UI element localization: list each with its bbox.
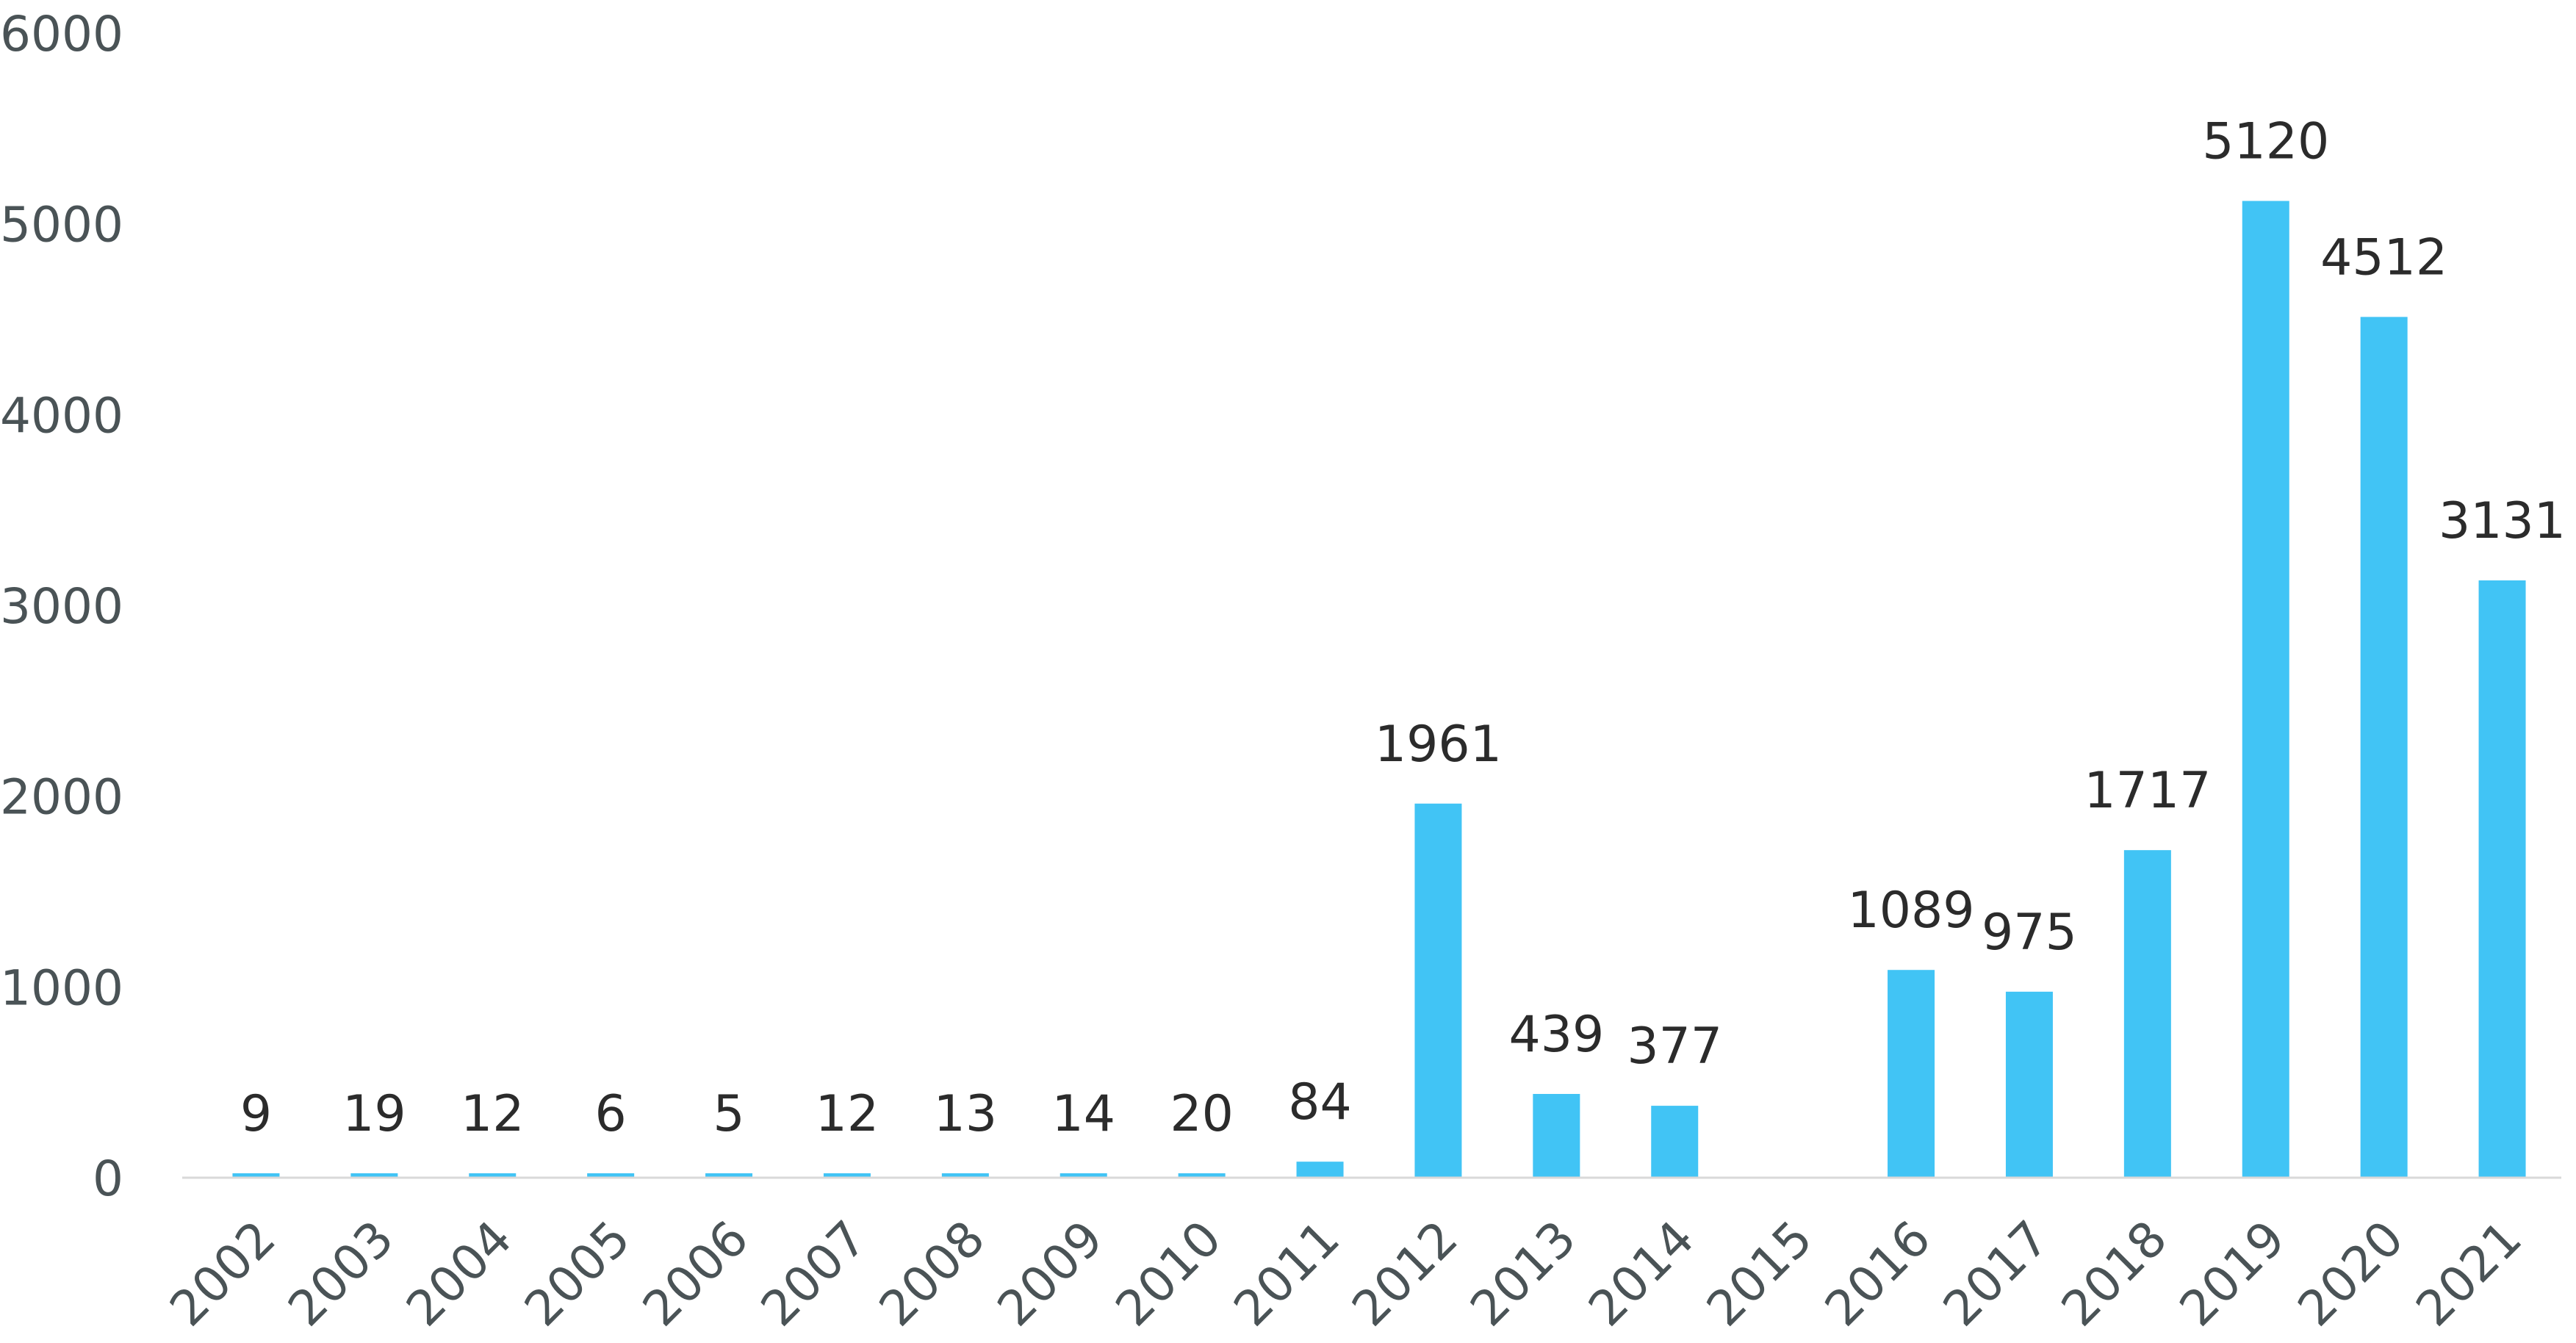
data-label: 12 [816,1085,879,1143]
y-tick-label: 2000 [0,769,123,826]
x-tick-label: 2009 [987,1210,1114,1337]
bars [232,201,2526,1178]
y-tick-label: 4000 [0,387,123,444]
y-tick-label: 1000 [0,959,123,1016]
x-tick-label: 2003 [277,1210,404,1337]
bar [1888,970,1935,1178]
bar [2360,317,2408,1178]
x-tick-label: 2004 [395,1210,522,1337]
x-tick-label: 2016 [1814,1210,1941,1337]
data-label: 19 [342,1085,406,1143]
x-tick-label: 2018 [2051,1210,2178,1337]
bar [469,1173,517,1178]
data-label: 20 [1170,1085,1234,1143]
y-tick-label: 0 [93,1151,123,1207]
data-label: 3131 [2439,492,2566,550]
data-label: 1089 [1848,882,1975,940]
data-label: 4512 [2320,228,2447,287]
data-label: 1961 [1375,716,1502,774]
bar [823,1173,871,1178]
y-axis: 0 1000 2000 3000 4000 5000 6000 [0,6,123,1207]
x-tick-label: 2005 [514,1210,641,1337]
y-tick-label: 5000 [0,197,123,253]
x-tick-label: 2013 [1459,1210,1586,1337]
y-tick-label: 3000 [0,578,123,635]
y-tick-label: 6000 [0,6,123,62]
bar [1414,803,1462,1178]
data-labels: 9 19 12 6 5 12 13 14 20 84 1961 439 377 1089 975 1717 51… [240,113,2566,1143]
bar [1651,1106,1699,1178]
x-tick-label: 2019 [2169,1210,2296,1337]
x-tick-label: 2008 [868,1210,996,1337]
bar [350,1173,398,1178]
bar [1059,1173,1107,1178]
bar [1178,1173,1226,1178]
bar [941,1173,989,1178]
data-label: 13 [934,1085,998,1143]
data-label: 84 [1288,1073,1352,1131]
data-label: 439 [1508,1006,1604,1064]
data-label: 14 [1051,1085,1115,1143]
x-tick-label: 2007 [750,1210,877,1337]
x-tick-label: 2012 [1342,1210,1469,1337]
x-tick-label: 2014 [1577,1210,1705,1337]
bar [2242,201,2289,1178]
data-label: 1717 [2084,762,2211,820]
x-axis: 2002200320042005200620072008200920102011… [159,1210,2533,1337]
bar [587,1173,635,1178]
x-tick-label: 2002 [159,1210,287,1337]
bar [705,1173,753,1178]
data-label: 9 [240,1085,272,1143]
bar [1533,1094,1580,1178]
x-tick-label: 2020 [2287,1210,2414,1337]
data-label: 5120 [2202,113,2329,171]
data-label: 5 [713,1085,744,1143]
x-tick-label: 2010 [1105,1210,1232,1337]
bar [2005,991,2053,1178]
x-tick-label: 2006 [632,1210,759,1337]
bar [1296,1162,1344,1178]
data-label: 377 [1627,1018,1722,1076]
bar [2478,580,2526,1178]
x-tick-label: 2017 [1932,1210,2059,1337]
x-tick-label: 2015 [1696,1210,1823,1337]
data-label: 12 [461,1085,525,1143]
x-tick-label: 2011 [1223,1210,1350,1337]
x-tick-label: 2021 [2406,1210,2533,1337]
data-label: 975 [1982,904,2077,962]
bar [2123,850,2171,1178]
data-label: 6 [595,1085,627,1143]
bar [232,1173,280,1178]
